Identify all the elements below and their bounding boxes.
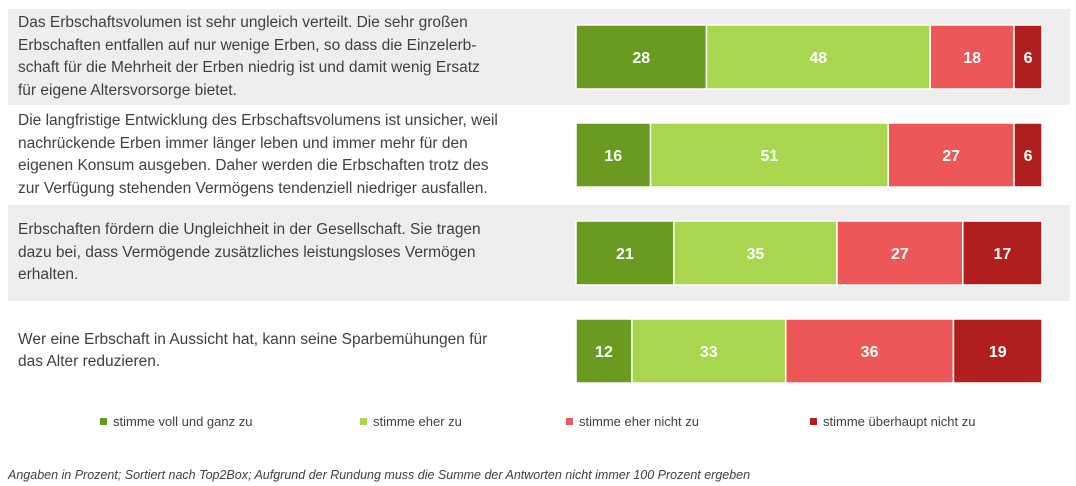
bar-segment (887, 122, 1015, 188)
bar-data-label: 18 (963, 50, 981, 67)
statement-line: eigenen Konsum ausgeben. Daher werden di… (18, 157, 489, 174)
bar-data-label: 27 (942, 148, 960, 165)
bar-segment (929, 24, 1015, 90)
statement-line: für eigene Altersvorsorge bietet. (18, 81, 237, 99)
bar-data-label: 51 (760, 148, 778, 165)
bar-segment (649, 122, 889, 188)
legend-label: stimme eher nicht zu (579, 414, 699, 429)
bar-data-label: 33 (700, 344, 718, 361)
statement-line: erhalten. (18, 266, 79, 284)
bar-segment (1013, 122, 1043, 188)
statement-line: zur Verfügung stehenden Vermögens tenden… (18, 179, 488, 197)
bar-data-label: 35 (747, 246, 765, 263)
bar-data-label: 12 (595, 344, 613, 361)
legend-label: stimme überhaupt nicht zu (823, 414, 976, 429)
legend-item: stimme eher nicht zu (566, 414, 699, 429)
bar-data-label: 6 (1024, 50, 1033, 67)
bar-data-label: 16 (604, 148, 622, 165)
legend-item: stimme eher zu (360, 414, 462, 429)
bar-segment (705, 24, 931, 90)
statement-label: Wer eine Erbschaft in Aussicht hat, kann… (18, 329, 558, 374)
statement-label: Das Erbschaftsvolumen ist sehr ungleich … (18, 12, 558, 102)
bar-segment (631, 318, 787, 384)
statement-line: Erbschaften fördern die Ungleichheit in … (18, 221, 481, 239)
statement-line: nachrückende Erben immer länger leben un… (18, 134, 468, 152)
statement-line: Erbschaften entfallen auf nur wenige Erb… (18, 36, 477, 54)
legend-swatch (566, 418, 573, 425)
bar-segment (575, 318, 633, 384)
bar-data-label: 19 (989, 344, 1007, 361)
legend-swatch (810, 418, 817, 425)
bar-data-label: 48 (809, 50, 827, 67)
statement-line: Die langfristige Entwicklung des Erbscha… (18, 112, 498, 129)
bar-data-label: 28 (632, 50, 650, 67)
legend-item: stimme voll und ganz zu (100, 414, 252, 429)
bar-data-label: 6 (1024, 148, 1033, 165)
statement-line: dazu bei, dass Vermögende zusätzliches l… (18, 243, 476, 261)
statement-label: Die langfristige Entwicklung des Erbscha… (18, 110, 558, 200)
bar-segment (1013, 24, 1043, 90)
bar-segment (575, 24, 708, 90)
bar-segment (962, 220, 1043, 286)
bar-segment (836, 220, 964, 286)
legend-label: stimme eher zu (373, 414, 462, 429)
statement-line: Wer eine Erbschaft in Aussicht hat, kann… (18, 330, 488, 348)
bar-segment (673, 220, 838, 286)
statement-line: Das Erbschaftsvolumen ist sehr ungleich … (18, 14, 468, 31)
footnote: Angaben in Prozent; Sortiert nach Top2Bo… (8, 468, 751, 482)
legend-item: stimme überhaupt nicht zu (810, 414, 975, 429)
bar-segment (575, 122, 652, 188)
bar-data-label: 17 (993, 246, 1011, 263)
bar-data-label: 27 (891, 246, 909, 263)
bar-data-label: 36 (861, 344, 879, 361)
legend-swatch (360, 418, 367, 425)
statement-line: das Alter reduzieren. (18, 353, 161, 370)
bar-data-label: 21 (616, 246, 634, 263)
legend-swatch (100, 418, 107, 425)
statement-label: Erbschaften fördern die Ungleichheit in … (18, 219, 558, 287)
bar-segment (784, 318, 955, 384)
bar-segment (952, 318, 1043, 384)
bar-segment (575, 220, 675, 286)
legend-label: stimme voll und ganz zu (113, 414, 253, 429)
statement-line: schaft für die Mehrheit der Erben niedri… (18, 59, 480, 76)
